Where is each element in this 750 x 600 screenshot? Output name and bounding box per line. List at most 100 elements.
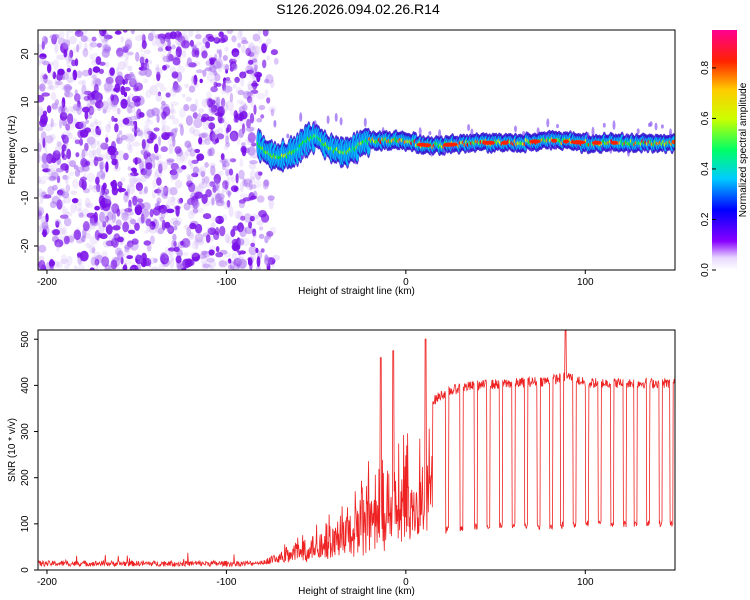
noise-dot bbox=[192, 208, 198, 214]
noise-dot bbox=[219, 225, 226, 237]
noise-dot bbox=[85, 119, 89, 124]
colorbar-label: Normalized spectral amplitude bbox=[738, 82, 749, 217]
noise-dot bbox=[113, 165, 121, 172]
noise-dot bbox=[185, 258, 193, 268]
noise-dot bbox=[200, 256, 208, 265]
signal-peak bbox=[443, 142, 452, 147]
noise-dot bbox=[214, 112, 224, 117]
noise-dot bbox=[238, 259, 247, 269]
noise-dot bbox=[130, 30, 135, 35]
noise-dot bbox=[102, 109, 107, 114]
noise-dot bbox=[167, 247, 176, 252]
noise-dot bbox=[170, 162, 179, 171]
noise-dot bbox=[163, 249, 173, 259]
noise-dot bbox=[85, 202, 94, 208]
noise-dot bbox=[89, 53, 93, 60]
noise-dot bbox=[38, 256, 45, 262]
signal-peak bbox=[551, 138, 558, 143]
noise-dot bbox=[57, 68, 65, 76]
noise-dot bbox=[153, 127, 160, 132]
noise-dot bbox=[201, 194, 208, 204]
noise-dot bbox=[201, 261, 209, 270]
noise-dot bbox=[135, 182, 143, 192]
noise-dot bbox=[226, 124, 232, 133]
noise-dot bbox=[148, 59, 153, 65]
noise-dot bbox=[61, 131, 68, 140]
signal-spread bbox=[467, 124, 471, 131]
noise-dot bbox=[129, 78, 137, 88]
noise-dot bbox=[155, 224, 165, 235]
noise-dot bbox=[236, 86, 242, 95]
noise-dot bbox=[210, 216, 219, 222]
noise-dot bbox=[240, 76, 245, 87]
noise-dot bbox=[233, 115, 238, 123]
noise-dot bbox=[38, 176, 42, 183]
noise-dot bbox=[196, 155, 200, 162]
noise-dot bbox=[94, 91, 101, 103]
noise-dot bbox=[273, 57, 279, 65]
noise-dot bbox=[52, 235, 56, 242]
noise-dot bbox=[127, 106, 136, 114]
noise-dot bbox=[206, 257, 215, 263]
noise-dot bbox=[236, 133, 241, 145]
noise-dot bbox=[121, 212, 129, 221]
noise-dot bbox=[155, 66, 160, 71]
noise-dot bbox=[156, 37, 165, 49]
y-tick-label: 10 bbox=[20, 96, 31, 108]
noise-dot bbox=[50, 92, 57, 101]
noise-dot bbox=[209, 181, 216, 187]
noise-dot bbox=[105, 61, 110, 68]
noise-dot bbox=[88, 244, 96, 254]
noise-dot bbox=[272, 254, 281, 261]
noise-dot bbox=[179, 197, 184, 204]
noise-dot bbox=[253, 64, 259, 71]
noise-dot bbox=[61, 149, 65, 159]
noise-dot bbox=[224, 79, 232, 84]
noise-dot bbox=[117, 181, 123, 188]
noise-dot bbox=[200, 170, 206, 178]
noise-dot bbox=[103, 32, 110, 42]
noise-dot bbox=[237, 238, 245, 246]
noise-dot bbox=[195, 239, 200, 250]
noise-dot bbox=[167, 196, 177, 202]
noise-dot bbox=[257, 30, 262, 35]
noise-dot bbox=[155, 68, 163, 75]
noise-dot bbox=[100, 141, 106, 150]
noise-dot bbox=[256, 195, 265, 203]
noise-dot bbox=[100, 100, 109, 111]
noise-dot bbox=[264, 89, 269, 97]
noise-dot bbox=[183, 224, 190, 230]
noise-dot bbox=[189, 103, 198, 112]
noise-dot bbox=[41, 163, 49, 170]
noise-dot bbox=[270, 49, 278, 56]
noise-dot bbox=[234, 76, 240, 83]
noise-dot bbox=[48, 70, 55, 77]
noise-dot bbox=[152, 160, 156, 169]
noise-dot bbox=[249, 179, 253, 191]
noise-dot bbox=[193, 74, 198, 86]
colorbar: 0.0 0.2 0.4 0.6 0.8 Normalized spectral ampli… bbox=[700, 30, 749, 277]
noise-dot bbox=[166, 226, 174, 233]
noise-dot bbox=[226, 100, 234, 111]
noise-dot bbox=[39, 83, 46, 92]
signal-spread bbox=[363, 117, 367, 127]
noise-dot bbox=[50, 61, 54, 66]
noise-dot bbox=[80, 35, 88, 42]
noise-dot bbox=[144, 230, 149, 235]
noise-dot bbox=[69, 49, 74, 58]
noise-dot bbox=[198, 168, 203, 174]
noise-dot bbox=[98, 30, 103, 39]
noise-dot bbox=[130, 218, 136, 225]
noise-dot bbox=[102, 182, 107, 190]
noise-dot bbox=[168, 114, 175, 120]
noise-dot bbox=[82, 221, 90, 232]
noise-dot bbox=[54, 99, 60, 106]
noise-dot bbox=[236, 249, 241, 254]
noise-dot bbox=[172, 233, 177, 242]
noise-dot bbox=[127, 79, 136, 86]
noise-dot bbox=[163, 185, 169, 197]
noise-dot bbox=[117, 236, 124, 243]
noise-dot bbox=[172, 117, 180, 125]
noise-dot bbox=[189, 126, 196, 134]
